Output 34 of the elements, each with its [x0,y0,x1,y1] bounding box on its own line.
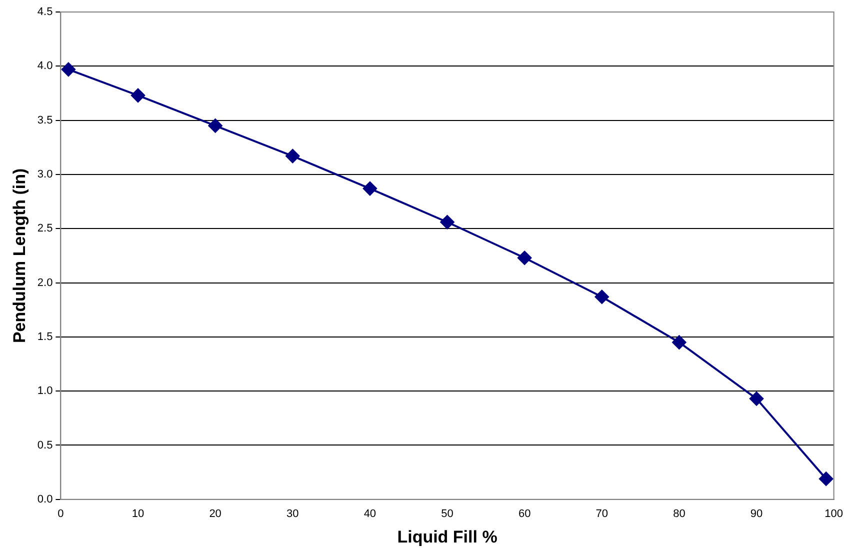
x-tick-label: 30 [286,508,299,520]
x-tick-label: 90 [750,508,763,520]
x-axis-title: Liquid Fill % [397,527,498,546]
y-tick-label: 0.0 [37,493,53,506]
x-tick-label: 80 [673,508,686,520]
x-tick-label: 20 [209,508,222,520]
y-tick-label: 1.5 [37,330,53,343]
x-tick-label: 60 [518,508,531,520]
point [286,149,300,164]
y-tick-label: 2.0 [37,276,53,289]
x-tick-label: 10 [132,508,144,520]
y-tick-label: 4.5 [37,6,53,18]
y-tick-label: 0.5 [37,439,53,452]
x-tick-label: 100 [824,508,844,520]
point [819,472,834,486]
point [131,88,146,102]
point [61,62,76,76]
point [208,118,222,133]
x-tick-label: 0 [58,508,64,520]
y-tick-label: 4.0 [37,60,53,72]
x-tick-label: 40 [364,508,376,520]
point [672,335,686,350]
y-tick-label: 2.5 [37,222,53,235]
x-tick-label: 70 [596,508,608,520]
point [362,182,377,196]
y-tick-label: 3.0 [37,168,53,180]
point [440,215,454,230]
x-tick-label: 50 [441,508,454,520]
point [750,392,764,406]
y-tick-label: 3.5 [37,114,53,126]
y-axis-title: Pendulum Length (in) [10,168,29,344]
point [518,250,532,265]
y-tick-label: 1.0 [37,385,53,398]
point [594,290,609,304]
